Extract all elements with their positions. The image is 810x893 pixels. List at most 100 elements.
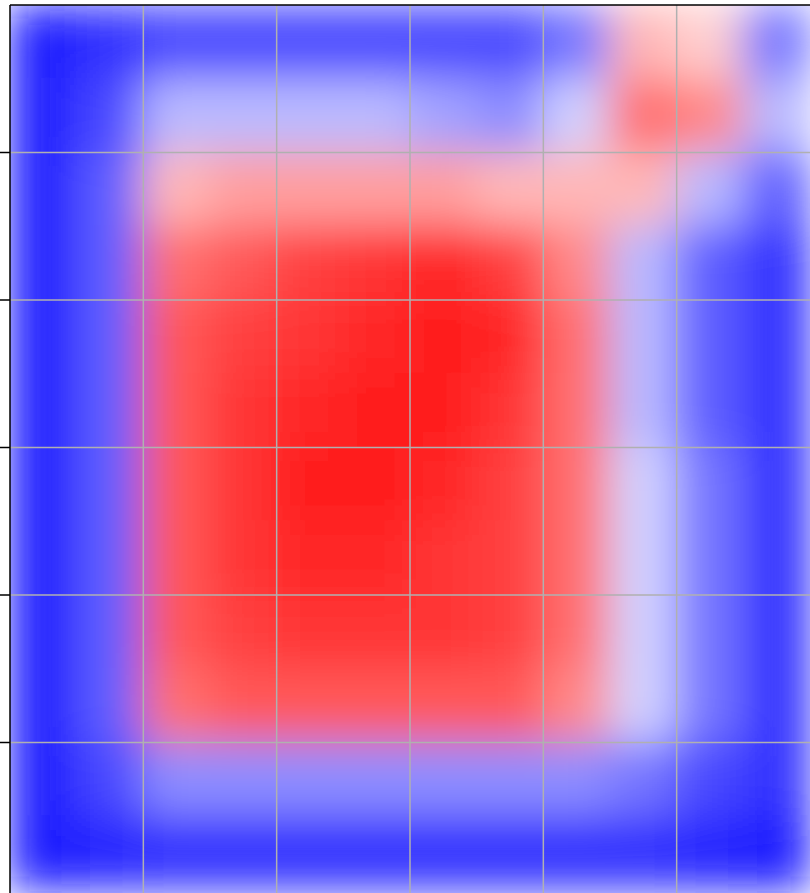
heatmap-cell — [275, 372, 345, 449]
heatmap-cell — [142, 372, 211, 449]
heatmap-cell — [275, 520, 345, 596]
heatmap-cell — [542, 77, 611, 154]
heatmap-cell — [609, 151, 678, 228]
heatmap-cell — [409, 815, 478, 891]
heatmap-cell — [75, 741, 145, 818]
heatmap-cell — [475, 741, 545, 818]
heatmap-cell — [275, 446, 345, 523]
heatmap-cell — [475, 815, 545, 891]
heatmap-cell — [542, 151, 611, 228]
heatmap-cell — [475, 77, 545, 154]
heatmap-cell — [342, 446, 411, 523]
heatmap-cell — [675, 520, 745, 596]
heatmap-cell — [475, 520, 545, 596]
heatmap-cell — [75, 225, 145, 301]
heatmap-cell — [609, 372, 678, 449]
heatmap-cell — [742, 741, 810, 818]
heatmap-cell — [409, 225, 478, 301]
heatmap-cell — [142, 77, 211, 154]
heatmap-cell — [275, 151, 345, 228]
heatmap-cell — [342, 594, 411, 670]
heatmap-cell — [342, 77, 411, 154]
heatmap-cell — [475, 594, 545, 670]
heatmap-cell — [275, 667, 345, 744]
heatmap-cell — [542, 5, 611, 80]
heatmap-cell — [142, 5, 211, 80]
heatmap — [10, 5, 810, 891]
heatmap-cell — [142, 151, 211, 228]
heatmap-cell — [275, 815, 345, 891]
heatmap-cell — [742, 225, 810, 301]
heatmap-cell — [10, 667, 78, 744]
heatmap-cell — [675, 446, 745, 523]
heatmap-cell — [675, 594, 745, 670]
heatmap-cell — [142, 667, 211, 744]
heatmap-cell — [475, 446, 545, 523]
heatmap-cell — [209, 446, 278, 523]
heatmap-cell — [675, 372, 745, 449]
heatmap-cell — [209, 594, 278, 670]
heatmap-cell — [209, 372, 278, 449]
heatmap-cell — [742, 446, 810, 523]
heatmap-cell — [475, 372, 545, 449]
heatmap-cell — [142, 815, 211, 891]
heatmap-cell — [10, 5, 78, 80]
heatmap-cell — [275, 741, 345, 818]
heatmap-cell — [542, 594, 611, 670]
heatmap-cell — [742, 815, 810, 891]
heatmap-cell — [209, 815, 278, 891]
heatmap-cell — [209, 299, 278, 375]
heatmap-cell — [342, 815, 411, 891]
heatmap-cell — [675, 77, 745, 154]
heatmap-cell — [75, 151, 145, 228]
heatmap-cell — [409, 667, 478, 744]
heatmap-cell — [609, 77, 678, 154]
heatmap-cell — [409, 446, 478, 523]
heatmap-cell — [542, 225, 611, 301]
heatmap-cell — [275, 594, 345, 670]
heatmap-cell — [542, 741, 611, 818]
heatmap-cell — [10, 594, 78, 670]
heatmap-cell — [209, 741, 278, 818]
heatmap-cell — [209, 520, 278, 596]
heatmap-cell — [742, 520, 810, 596]
heatmap-cell — [475, 299, 545, 375]
heatmap-cell — [209, 151, 278, 228]
heatmap-cell — [75, 520, 145, 596]
heatmap-cell — [142, 594, 211, 670]
heatmap-cell — [609, 815, 678, 891]
heatmap-cell — [409, 741, 478, 818]
heatmap-cell — [542, 446, 611, 523]
heatmap-cell — [142, 299, 211, 375]
heatmap-cell — [275, 77, 345, 154]
heatmap-cell — [342, 741, 411, 818]
heatmap-cell — [675, 815, 745, 891]
heatmap-cell — [10, 815, 78, 891]
heatmap-cell — [209, 667, 278, 744]
heatmap-cell — [475, 225, 545, 301]
heatmap-cell — [609, 446, 678, 523]
heatmap-cell — [10, 299, 78, 375]
heatmap-cell — [542, 667, 611, 744]
heatmap-cell — [342, 151, 411, 228]
heatmap-cell — [75, 594, 145, 670]
heatmap-cell — [142, 446, 211, 523]
heatmap-cell — [742, 594, 810, 670]
heatmap-cell — [409, 5, 478, 80]
heatmap-cell — [742, 77, 810, 154]
heatmap-cell — [409, 520, 478, 596]
heatmap-cell — [75, 299, 145, 375]
heatmap-cell — [409, 299, 478, 375]
heatmap-cell — [75, 667, 145, 744]
heatmap-cell — [742, 151, 810, 228]
heatmap-cell — [609, 225, 678, 301]
heatmap-cell — [342, 667, 411, 744]
heatmap-cell — [342, 299, 411, 375]
heatmap-cell — [675, 225, 745, 301]
heatmap-cell — [409, 372, 478, 449]
heatmap-cell — [342, 225, 411, 301]
heatmap-cell — [475, 151, 545, 228]
heatmap-cell — [75, 372, 145, 449]
heatmap-cell — [275, 5, 345, 80]
